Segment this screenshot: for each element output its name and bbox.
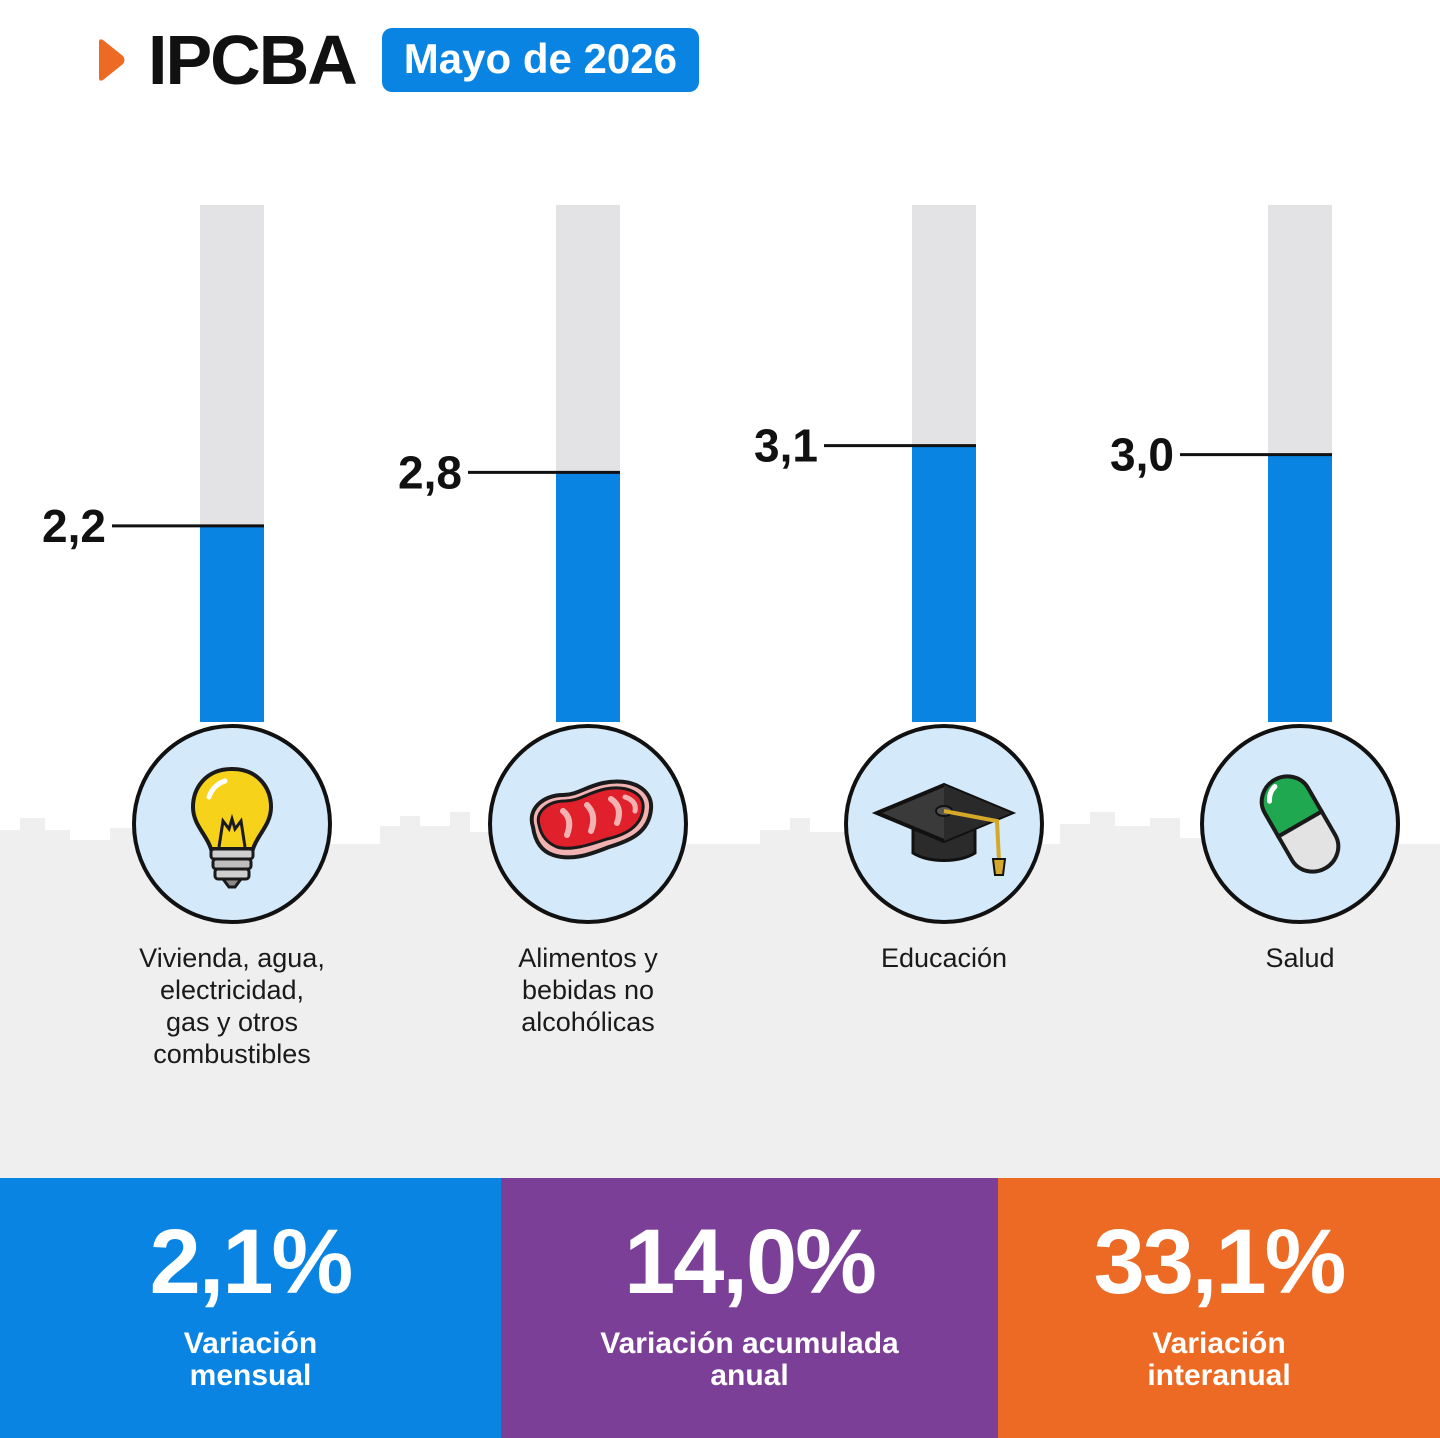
bar [912, 445, 976, 722]
icon-circle-vivienda [132, 724, 332, 924]
icon-circle-educacion [844, 724, 1044, 924]
category-label-alimentos: Alimentos y bebidas no alcohólicas [458, 942, 718, 1038]
category-label-vivienda: Vivienda, agua, electricidad, gas y otro… [102, 942, 362, 1070]
stat-label: Variación interanual [998, 1328, 1440, 1392]
stat-value: 2,1% [149, 1211, 354, 1313]
stat-label-line: Variación acumulada [600, 1327, 899, 1360]
stat-label-line: anual [710, 1359, 789, 1392]
data-label: 3,1 [754, 420, 818, 472]
stat-value: 14,0% [624, 1211, 877, 1313]
stat-monthly: 2,1% Variación mensual [0, 1178, 501, 1438]
city-skyline [0, 812, 1440, 880]
label-line: combustibles [153, 1039, 311, 1069]
label-line: Salud [1265, 943, 1335, 973]
bar [200, 525, 264, 722]
stat-interannual: 33,1% Variación interanual [998, 1178, 1440, 1438]
stat-accumulated: 14,0% Variación acumulada anual [501, 1178, 998, 1438]
stat-label-line: interanual [1147, 1359, 1291, 1392]
stat-label-line: mensual [189, 1359, 312, 1392]
stat-label: Variación acumulada anual [501, 1328, 998, 1392]
icon-circle-alimentos [488, 724, 688, 924]
data-label: 2,2 [42, 500, 106, 552]
bar-chart: 2,2 2,8 3,1 3,0 [42, 205, 1332, 722]
label-line: gas y otros [165, 1007, 299, 1037]
label-line: Vivienda, agua, [139, 943, 325, 973]
bar [1268, 454, 1332, 722]
label-line: alcohólicas [521, 1007, 655, 1037]
stats-bar: 2,1% Variación mensual 14,0% Variación a… [0, 1178, 1440, 1438]
stat-label: Variación mensual [0, 1328, 501, 1392]
data-label: 2,8 [398, 446, 462, 498]
data-label: 3,0 [1110, 429, 1174, 481]
date-badge: Mayo de 2026 [381, 27, 699, 93]
category-label-salud: Salud [1170, 942, 1430, 974]
label-line: Alimentos y [518, 943, 658, 973]
bar [556, 472, 620, 722]
icon-circle-salud [1200, 724, 1400, 924]
stat-label-line: Variación [1152, 1327, 1286, 1360]
graduation-cap-icon [871, 782, 1017, 876]
meat-steak-icon [529, 779, 654, 860]
category-label-educacion: Educación [814, 942, 1074, 974]
stat-value: 33,1% [1093, 1211, 1347, 1313]
label-line: Educación [880, 943, 1008, 973]
stat-label-line: Variación [183, 1327, 318, 1360]
light-bulb-icon [190, 766, 274, 889]
pill-capsule-icon [1259, 774, 1341, 874]
label-line: electricidad, [159, 975, 305, 1005]
header: IPCBA Mayo de 2026 [96, 24, 699, 96]
label-line: bebidas no [521, 975, 655, 1005]
play-arrow-icon [99, 39, 125, 81]
page-title: IPCBA [148, 21, 358, 99]
